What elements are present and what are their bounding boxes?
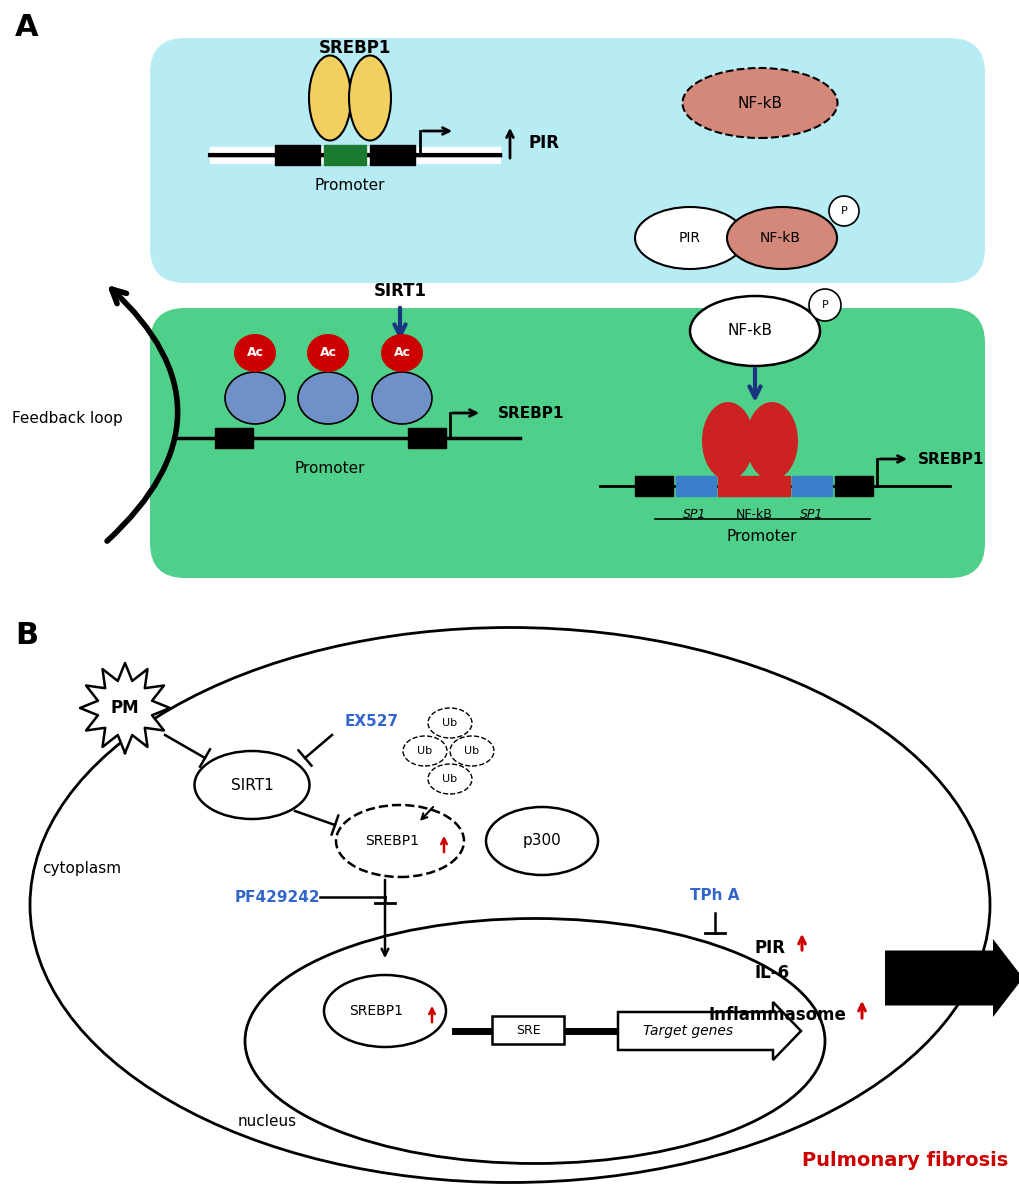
Bar bbox=[717, 476, 790, 496]
Text: SP1: SP1 bbox=[683, 508, 706, 521]
Text: Ub: Ub bbox=[442, 718, 458, 728]
Text: SRE: SRE bbox=[516, 1024, 540, 1037]
Text: SREBP1: SREBP1 bbox=[319, 38, 391, 57]
Text: EX527: EX527 bbox=[344, 713, 398, 729]
Bar bbox=[676, 476, 715, 496]
Ellipse shape bbox=[689, 296, 819, 366]
Ellipse shape bbox=[381, 334, 423, 372]
FancyArrowPatch shape bbox=[394, 308, 406, 336]
Ellipse shape bbox=[403, 736, 446, 766]
Text: Inflammasome: Inflammasome bbox=[707, 1006, 845, 1024]
Bar bbox=[210, 147, 499, 162]
Text: Feedback loop: Feedback loop bbox=[12, 410, 122, 426]
FancyArrowPatch shape bbox=[749, 369, 760, 397]
Text: Ac: Ac bbox=[393, 346, 410, 360]
Text: Target genes: Target genes bbox=[642, 1024, 733, 1038]
Text: p300: p300 bbox=[522, 834, 560, 848]
FancyArrow shape bbox=[618, 1002, 800, 1060]
Bar bbox=[408, 428, 445, 448]
Ellipse shape bbox=[309, 55, 351, 141]
Bar bbox=[275, 146, 320, 165]
Text: P: P bbox=[840, 206, 847, 217]
Text: Ac: Ac bbox=[247, 346, 263, 360]
Bar bbox=[791, 476, 832, 496]
Text: Ac: Ac bbox=[319, 346, 336, 360]
Text: PIR: PIR bbox=[528, 134, 558, 152]
Bar bbox=[215, 428, 253, 448]
Bar bbox=[491, 1017, 564, 1044]
FancyBboxPatch shape bbox=[150, 308, 984, 577]
Bar bbox=[835, 476, 872, 496]
Text: nucleus: nucleus bbox=[237, 1114, 297, 1128]
Ellipse shape bbox=[485, 807, 597, 875]
Ellipse shape bbox=[348, 55, 390, 141]
Bar bbox=[370, 146, 415, 165]
Ellipse shape bbox=[30, 628, 989, 1183]
Text: A: A bbox=[15, 13, 39, 42]
Text: SIRT1: SIRT1 bbox=[373, 282, 426, 300]
Ellipse shape bbox=[298, 372, 358, 423]
Ellipse shape bbox=[233, 334, 276, 372]
Ellipse shape bbox=[682, 69, 837, 138]
Text: cytoplasm: cytoplasm bbox=[42, 860, 121, 876]
Text: SREBP1: SREBP1 bbox=[497, 405, 564, 421]
Bar bbox=[324, 146, 366, 165]
Ellipse shape bbox=[727, 207, 837, 269]
Ellipse shape bbox=[701, 402, 753, 480]
Ellipse shape bbox=[745, 402, 797, 480]
Text: Promoter: Promoter bbox=[315, 178, 385, 192]
Ellipse shape bbox=[828, 196, 858, 226]
Text: PF429242: PF429242 bbox=[234, 889, 320, 905]
Ellipse shape bbox=[428, 709, 472, 737]
Text: PIR: PIR bbox=[754, 940, 786, 958]
Text: PM: PM bbox=[111, 699, 140, 717]
Text: NF-kB: NF-kB bbox=[759, 231, 800, 245]
Ellipse shape bbox=[428, 764, 472, 794]
Text: SREBP1: SREBP1 bbox=[365, 834, 419, 848]
Text: B: B bbox=[15, 621, 38, 650]
FancyArrow shape bbox=[884, 940, 1019, 1017]
Text: PIR: PIR bbox=[679, 231, 700, 245]
FancyBboxPatch shape bbox=[150, 38, 984, 283]
Ellipse shape bbox=[195, 751, 309, 819]
Ellipse shape bbox=[808, 289, 841, 321]
Text: P: P bbox=[821, 300, 827, 310]
Text: TPh A: TPh A bbox=[690, 888, 739, 902]
Text: Promoter: Promoter bbox=[727, 529, 797, 544]
Bar bbox=[635, 476, 673, 496]
Text: Ub: Ub bbox=[417, 746, 432, 755]
Text: SP1: SP1 bbox=[800, 508, 823, 521]
Text: Ub: Ub bbox=[464, 746, 479, 755]
Ellipse shape bbox=[635, 207, 744, 269]
Ellipse shape bbox=[372, 372, 432, 423]
Ellipse shape bbox=[307, 334, 348, 372]
Text: NF-kB: NF-kB bbox=[737, 95, 782, 111]
Text: Pulmonary fibrosis: Pulmonary fibrosis bbox=[801, 1151, 1007, 1171]
Text: NF-kB: NF-kB bbox=[735, 508, 771, 521]
Text: SIRT1: SIRT1 bbox=[230, 777, 273, 793]
Ellipse shape bbox=[335, 805, 464, 877]
Text: Ub: Ub bbox=[442, 774, 458, 784]
Ellipse shape bbox=[225, 372, 284, 423]
Ellipse shape bbox=[324, 974, 445, 1047]
Text: NF-kB: NF-kB bbox=[727, 324, 771, 338]
Text: IL-6: IL-6 bbox=[754, 964, 790, 982]
Text: SREBP1: SREBP1 bbox=[917, 451, 983, 467]
Ellipse shape bbox=[245, 919, 824, 1163]
Text: Promoter: Promoter bbox=[294, 461, 365, 476]
Polygon shape bbox=[79, 663, 170, 753]
Ellipse shape bbox=[449, 736, 493, 766]
Text: SREBP1: SREBP1 bbox=[348, 1005, 403, 1018]
